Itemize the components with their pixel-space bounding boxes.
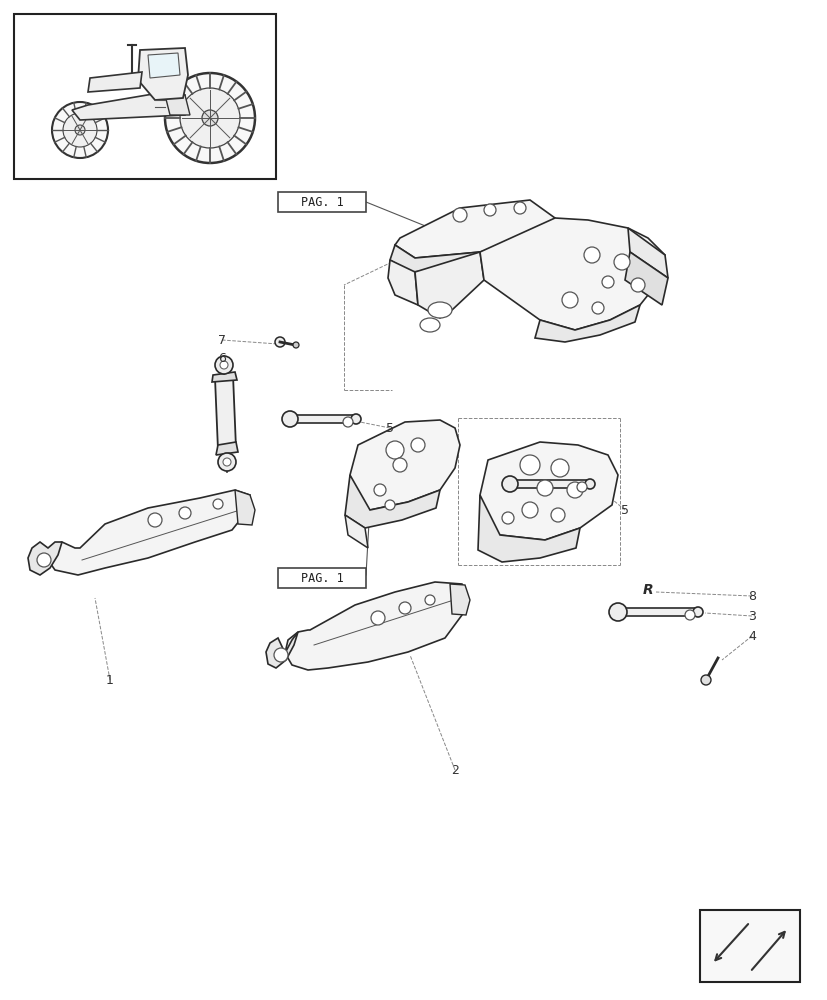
Circle shape bbox=[374, 484, 385, 496]
Text: 3: 3 bbox=[747, 609, 755, 622]
Polygon shape bbox=[480, 442, 617, 540]
Text: R: R bbox=[642, 583, 653, 597]
Circle shape bbox=[63, 113, 97, 147]
Polygon shape bbox=[148, 53, 179, 78]
Polygon shape bbox=[138, 48, 188, 100]
Circle shape bbox=[37, 553, 51, 567]
Circle shape bbox=[692, 607, 702, 617]
Text: 4: 4 bbox=[747, 630, 755, 642]
Circle shape bbox=[601, 276, 614, 288]
Circle shape bbox=[501, 476, 518, 492]
Circle shape bbox=[213, 499, 222, 509]
Circle shape bbox=[614, 254, 629, 270]
Polygon shape bbox=[88, 72, 141, 92]
Circle shape bbox=[218, 453, 236, 471]
Circle shape bbox=[410, 438, 424, 452]
Polygon shape bbox=[72, 90, 184, 120]
Polygon shape bbox=[28, 542, 62, 575]
Text: 8: 8 bbox=[747, 589, 755, 602]
Circle shape bbox=[591, 302, 603, 314]
Polygon shape bbox=[449, 584, 470, 615]
Circle shape bbox=[222, 458, 231, 466]
Text: 1: 1 bbox=[106, 674, 114, 686]
Polygon shape bbox=[48, 490, 250, 575]
Circle shape bbox=[399, 602, 410, 614]
Circle shape bbox=[576, 482, 586, 492]
Text: 6: 6 bbox=[218, 352, 226, 364]
Polygon shape bbox=[265, 632, 298, 668]
Polygon shape bbox=[624, 252, 667, 305]
Bar bbox=[14, 14, 275, 179]
Circle shape bbox=[75, 125, 85, 135]
Circle shape bbox=[484, 204, 495, 216]
Text: 5: 5 bbox=[385, 422, 394, 434]
Circle shape bbox=[202, 110, 218, 126]
Text: 2: 2 bbox=[451, 764, 458, 776]
Polygon shape bbox=[216, 442, 237, 455]
Circle shape bbox=[393, 458, 407, 472]
Polygon shape bbox=[350, 420, 460, 510]
Circle shape bbox=[550, 508, 564, 522]
FancyBboxPatch shape bbox=[278, 568, 366, 588]
Circle shape bbox=[501, 512, 514, 524]
Polygon shape bbox=[414, 252, 484, 318]
Polygon shape bbox=[345, 515, 367, 548]
Text: 5: 5 bbox=[620, 504, 629, 516]
Circle shape bbox=[52, 102, 108, 158]
Circle shape bbox=[148, 513, 162, 527]
Circle shape bbox=[609, 603, 626, 621]
Polygon shape bbox=[388, 260, 418, 305]
Polygon shape bbox=[617, 608, 699, 616]
Circle shape bbox=[370, 611, 385, 625]
Text: 7: 7 bbox=[218, 334, 226, 347]
Polygon shape bbox=[627, 228, 667, 278]
Circle shape bbox=[521, 502, 538, 518]
Circle shape bbox=[220, 361, 227, 369]
Ellipse shape bbox=[419, 318, 439, 332]
Circle shape bbox=[452, 208, 466, 222]
Polygon shape bbox=[534, 305, 639, 342]
Circle shape bbox=[179, 88, 240, 148]
Circle shape bbox=[215, 356, 232, 374]
Circle shape bbox=[684, 610, 694, 620]
Text: PAG. 1: PAG. 1 bbox=[300, 572, 343, 584]
Circle shape bbox=[424, 595, 434, 605]
Ellipse shape bbox=[428, 302, 452, 318]
Circle shape bbox=[342, 417, 352, 427]
Circle shape bbox=[630, 278, 644, 292]
Circle shape bbox=[282, 411, 298, 427]
Circle shape bbox=[385, 500, 394, 510]
Circle shape bbox=[275, 337, 284, 347]
FancyBboxPatch shape bbox=[278, 192, 366, 212]
Circle shape bbox=[385, 441, 404, 459]
Bar bbox=[699, 910, 799, 982]
Circle shape bbox=[165, 73, 255, 163]
Circle shape bbox=[293, 342, 299, 348]
Polygon shape bbox=[212, 372, 237, 382]
Circle shape bbox=[585, 479, 595, 489]
Polygon shape bbox=[165, 95, 189, 115]
Circle shape bbox=[179, 507, 191, 519]
Circle shape bbox=[562, 292, 577, 308]
Polygon shape bbox=[289, 415, 357, 423]
Circle shape bbox=[566, 482, 582, 498]
Polygon shape bbox=[284, 582, 467, 670]
Polygon shape bbox=[215, 375, 236, 450]
Polygon shape bbox=[509, 480, 591, 488]
Circle shape bbox=[274, 648, 288, 662]
Text: PAG. 1: PAG. 1 bbox=[300, 196, 343, 209]
Polygon shape bbox=[477, 495, 579, 562]
Circle shape bbox=[351, 414, 361, 424]
Circle shape bbox=[550, 459, 568, 477]
Polygon shape bbox=[235, 490, 255, 525]
Circle shape bbox=[537, 480, 552, 496]
Circle shape bbox=[583, 247, 600, 263]
Circle shape bbox=[519, 455, 539, 475]
Polygon shape bbox=[390, 240, 544, 272]
Polygon shape bbox=[480, 218, 664, 330]
Polygon shape bbox=[394, 200, 554, 258]
Circle shape bbox=[514, 202, 525, 214]
Polygon shape bbox=[345, 475, 439, 528]
Circle shape bbox=[700, 675, 710, 685]
